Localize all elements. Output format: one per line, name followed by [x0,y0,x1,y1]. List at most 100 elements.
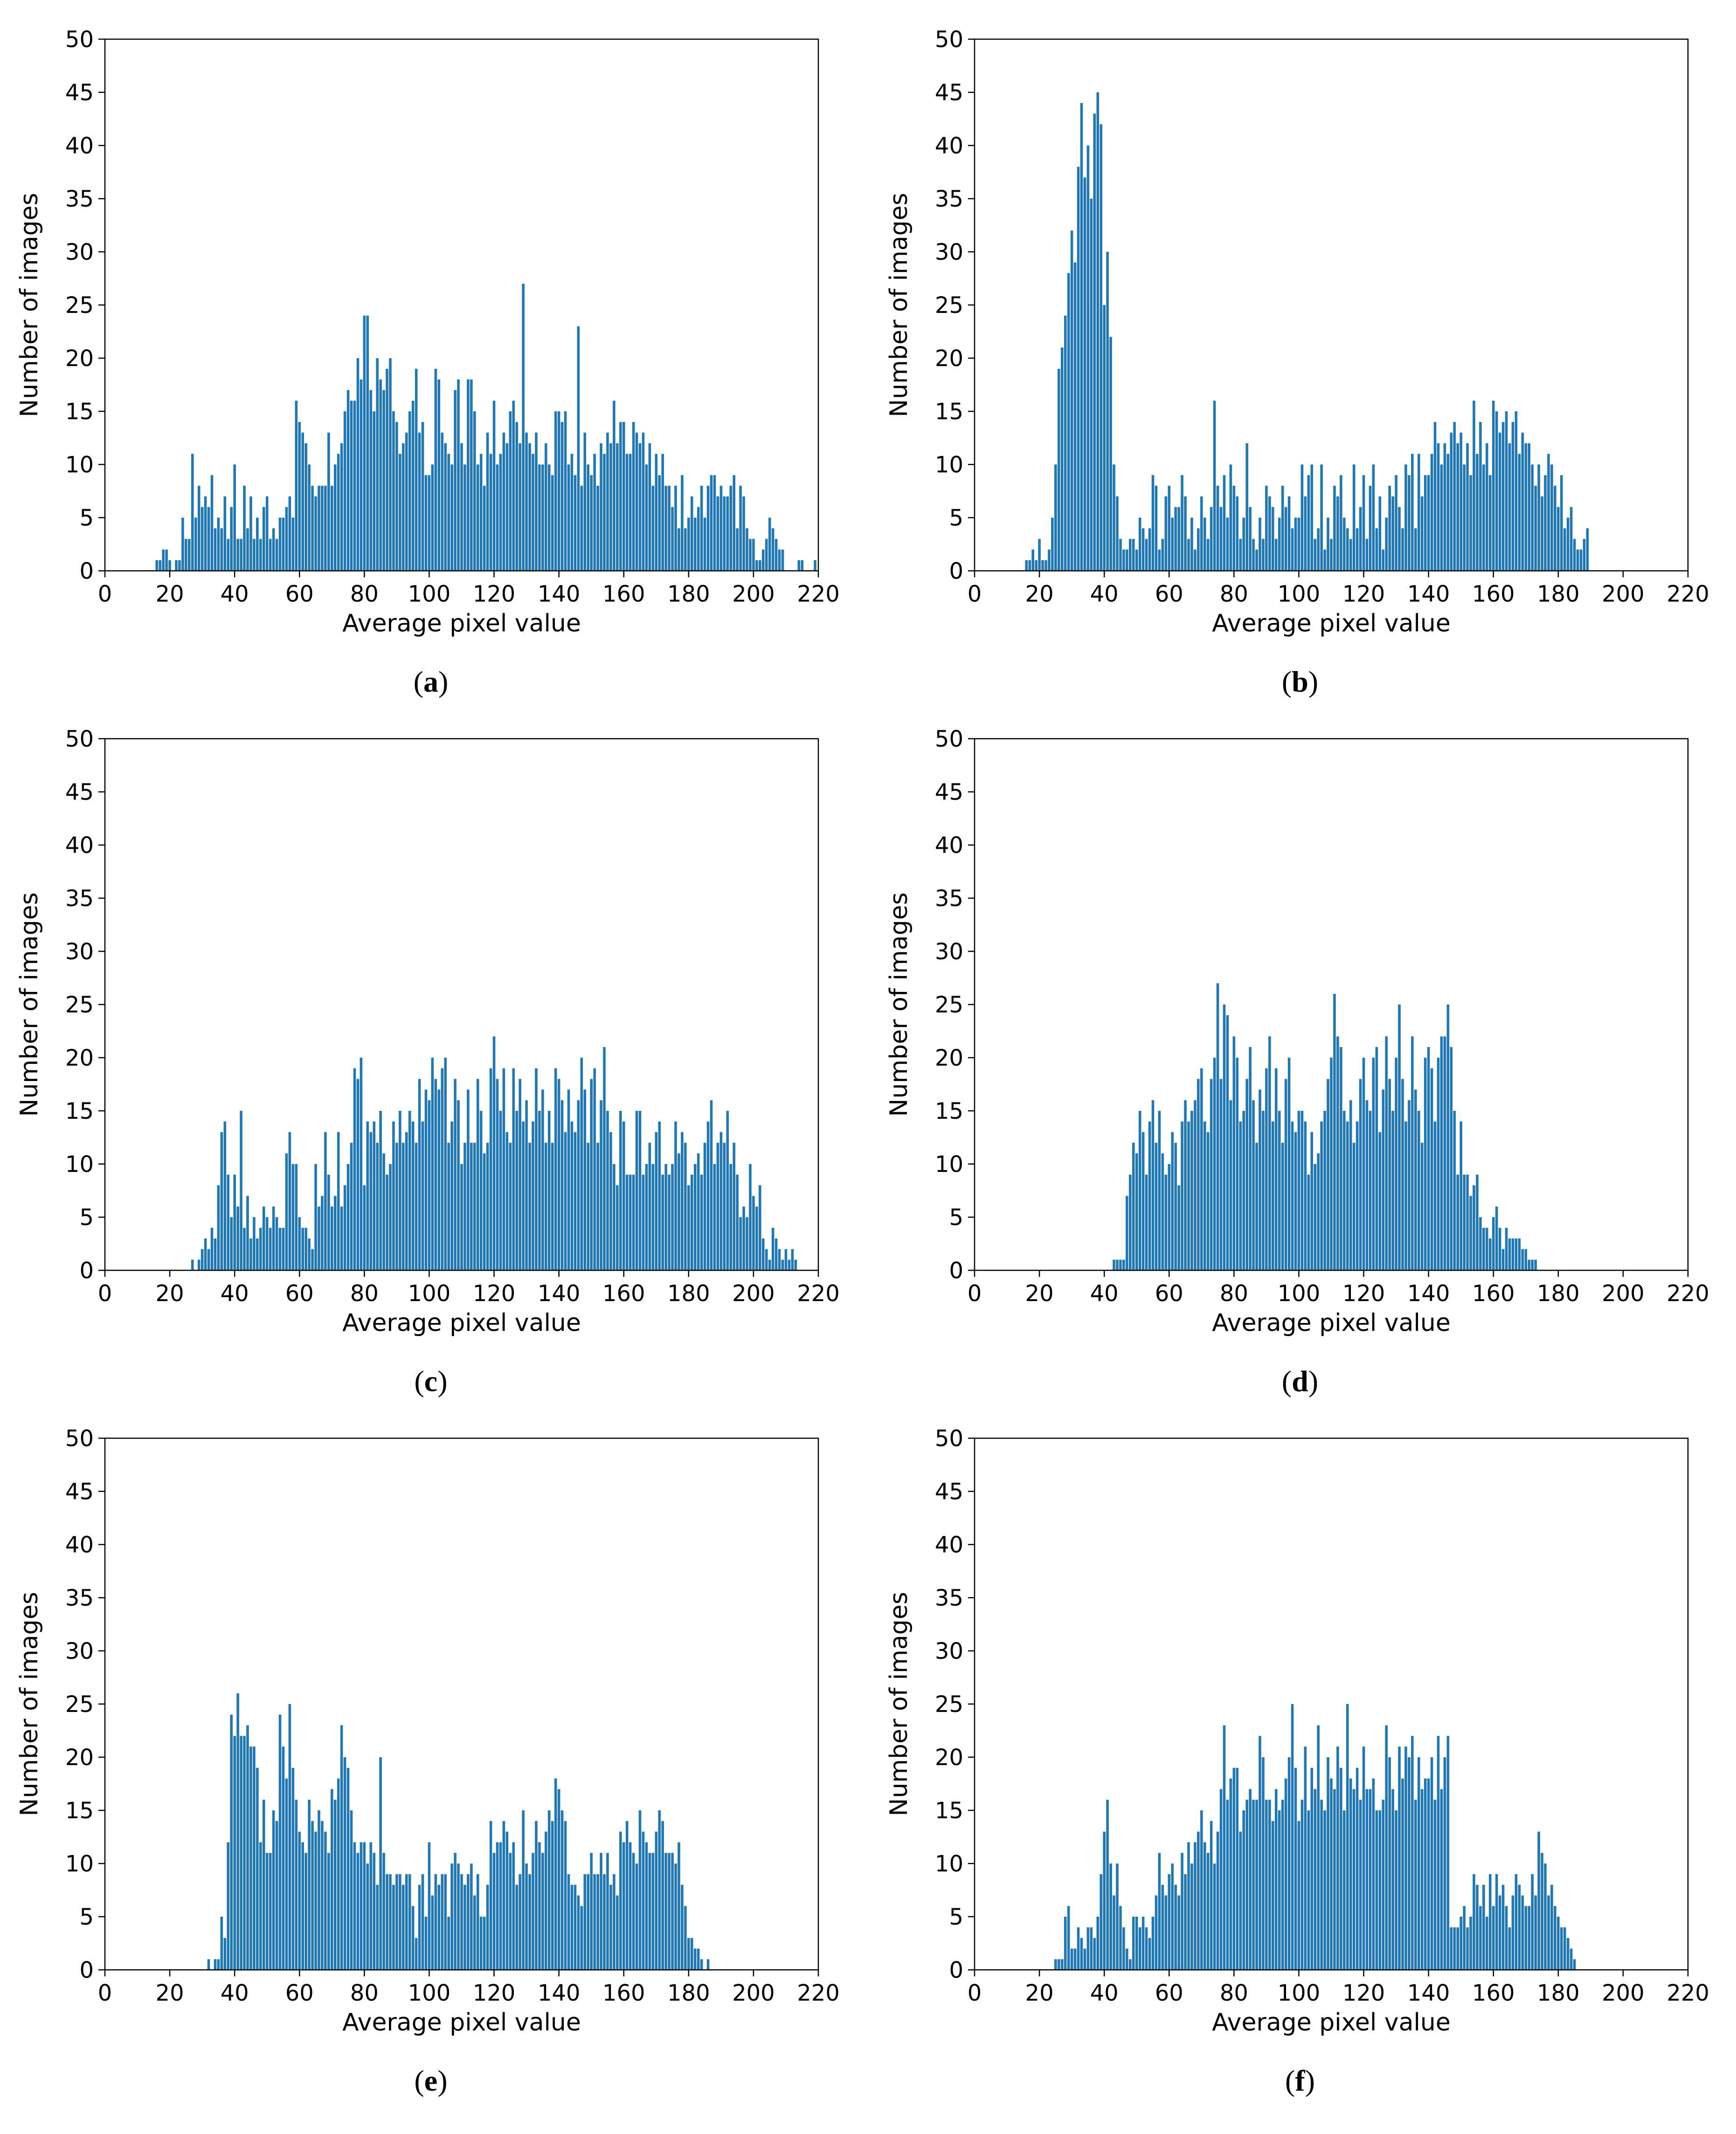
y-tick-label-b-25: 25 [935,292,963,319]
bar-c-37 [223,1121,227,1270]
bar-a-139 [554,411,557,571]
x-tick-label-f-0: 0 [968,1980,982,2006]
bar-d-75 [1216,983,1219,1270]
bar-e-146 [577,1895,580,1970]
bar-c-59 [295,1164,298,1270]
bar-c-171 [658,1121,661,1270]
bar-a-205 [768,518,771,571]
bar-c-40 [233,1174,236,1270]
bar-e-44 [246,1725,249,1970]
x-tick-label-f-200: 200 [1602,1980,1645,2006]
bar-f-89 [1262,1757,1265,1970]
bar-b-134 [1408,475,1411,571]
bar-a-119 [489,454,492,571]
bar-b-78 [1226,518,1229,571]
bar-e-50 [265,1853,269,1970]
bar-a-102 [434,368,437,571]
bar-e-105 [444,1874,447,1970]
x-tick-label-d-200: 200 [1602,1281,1645,1307]
x-tick-label-d-220: 220 [1667,1281,1709,1307]
bar-c-81 [366,1121,369,1270]
bar-a-29 [197,485,201,571]
bar-a-114 [473,411,476,571]
x-tick-label-c-120: 120 [473,1281,516,1307]
bar-e-69 [327,1853,330,1970]
bar-a-40 [233,464,236,571]
bar-b-166 [1511,422,1515,571]
bar-e-155 [606,1853,609,1970]
bar-c-197 [742,1206,745,1270]
bar-a-154 [603,454,606,571]
bar-e-42 [240,1736,242,1970]
bar-b-65 [1184,496,1187,571]
bar-e-36 [220,1917,223,1970]
bar-a-185 [703,518,706,571]
bar-e-38 [227,1842,230,1970]
bar-c-65 [314,1164,317,1270]
y-tick-label-e-0: 0 [79,1957,94,1983]
bar-a-112 [467,379,470,571]
bar-d-74 [1213,1058,1216,1270]
bar-d-50 [1135,1153,1138,1270]
bar-d-154 [1473,1185,1475,1270]
bar-e-63 [308,1800,311,1970]
bar-a-90 [395,422,398,571]
bar-f-157 [1482,1885,1485,1970]
bar-a-52 [272,528,275,571]
bar-c-164 [635,1111,638,1270]
x-tick-label-b-40: 40 [1090,581,1119,607]
bar-f-95 [1281,1800,1284,1970]
bar-b-132 [1401,528,1404,571]
x-tick-label-e-20: 20 [156,1980,184,2006]
x-tick-label-f-80: 80 [1220,1980,1248,2006]
bar-d-151 [1463,1174,1466,1270]
bar-b-22 [1044,560,1047,571]
bar-e-94 [408,1874,411,1970]
bar-b-112 [1336,496,1339,571]
bar-f-43 [1113,1895,1115,1970]
bar-c-68 [324,1132,327,1270]
bar-b-21 [1041,560,1044,571]
bar-e-51 [269,1853,272,1970]
y-tick-label-e-5: 5 [79,1904,94,1930]
bar-b-74 [1213,401,1216,571]
bar-c-66 [318,1206,320,1270]
bar-a-150 [590,475,593,571]
bar-b-32 [1077,166,1080,571]
bar-a-120 [492,401,496,571]
x-tick-label-b-20: 20 [1025,581,1054,607]
bar-a-93 [405,432,408,571]
bar-f-173 [1534,1895,1537,1970]
bar-a-147 [580,485,583,571]
bar-a-191 [723,496,726,571]
bar-e-71 [333,1800,337,1970]
chart-panel-b: 0 20 40 60 80 100 120 140 160 180 200 220 0 5 10 15 20 25… [870,19,1718,672]
bar-b-136 [1414,528,1417,571]
bar-d-104 [1310,1132,1314,1270]
histogram-c: 0 20 40 60 80 100 120 140 160 180 200 220 0 5 10 15 20 25… [15,726,840,1337]
bar-d-96 [1284,1079,1287,1270]
bar-c-136 [545,1143,547,1270]
x-tick-label-d-80: 80 [1220,1281,1248,1307]
bar-b-106 [1317,528,1320,571]
y-tick-label-d-45: 45 [935,779,963,805]
bar-a-164 [635,432,638,571]
bar-a-174 [668,485,671,571]
bar-d-70 [1200,1068,1203,1270]
bar-e-66 [318,1810,320,1970]
bar-a-22 [175,560,178,571]
bar-e-102 [434,1874,437,1970]
bar-f-127 [1385,1725,1388,1970]
bar-e-62 [304,1853,307,1970]
bar-d-64 [1181,1121,1183,1270]
bar-b-81 [1236,496,1239,571]
bar-a-69 [327,432,330,571]
bar-a-134 [538,464,541,571]
bar-c-129 [522,1121,525,1270]
bar-e-154 [603,1874,606,1970]
bar-d-117 [1352,1143,1356,1270]
bar-b-16 [1025,560,1028,571]
bar-d-69 [1197,1079,1200,1270]
bar-b-186 [1576,549,1579,571]
bar-f-171 [1528,1906,1531,1970]
